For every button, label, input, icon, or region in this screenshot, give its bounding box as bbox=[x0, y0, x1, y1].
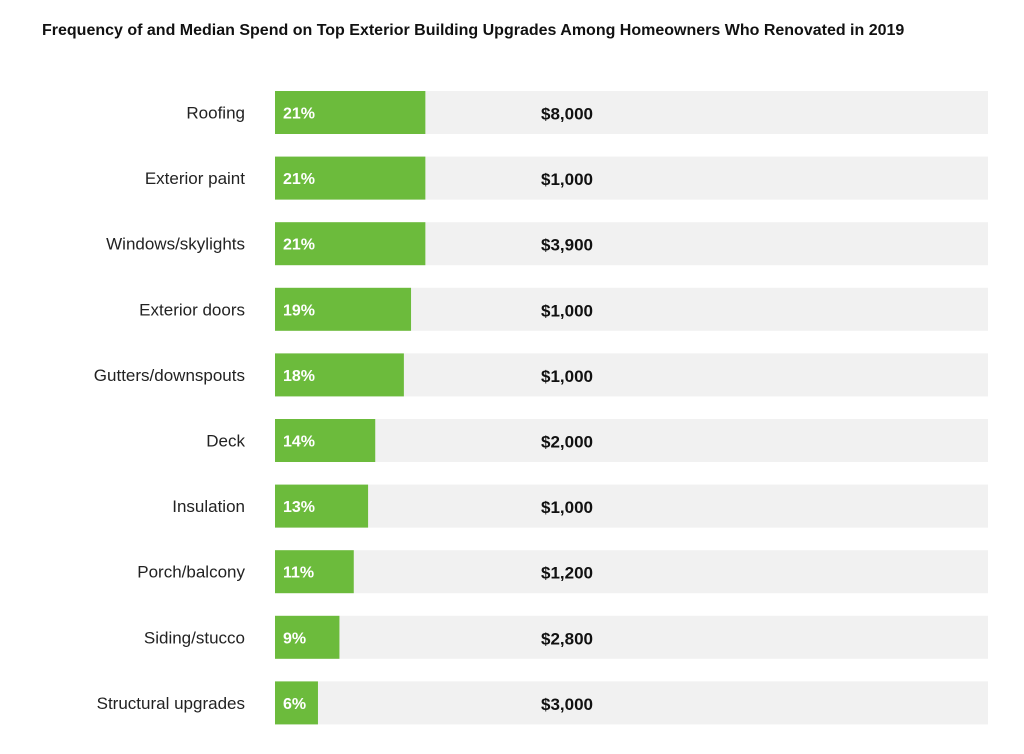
bar-row: Deck 14% $2,000 bbox=[206, 419, 988, 462]
bar bbox=[275, 91, 426, 134]
median-spend-label: $3,000 bbox=[541, 695, 593, 714]
category-label: Windows/skylights bbox=[106, 235, 245, 254]
bar-track bbox=[275, 419, 988, 462]
bar-value-label: 11% bbox=[283, 565, 314, 582]
bar-value-label: 21% bbox=[283, 237, 315, 254]
median-spend-label: $3,900 bbox=[541, 236, 593, 255]
bar-value-label: 14% bbox=[283, 434, 315, 451]
median-spend-label: $2,800 bbox=[541, 629, 593, 648]
median-spend-label: $1,000 bbox=[541, 301, 593, 320]
median-spend-label: $8,000 bbox=[541, 105, 593, 124]
category-label: Exterior doors bbox=[139, 300, 245, 319]
bar-value-label: 18% bbox=[283, 368, 315, 385]
bar-row: Insulation 13% $1,000 bbox=[172, 484, 988, 528]
bar-value-label: 9% bbox=[283, 630, 306, 647]
bar-row: Siding/stucco 9% $2,800 bbox=[144, 615, 988, 659]
bar bbox=[275, 222, 426, 266]
bar bbox=[275, 156, 426, 200]
bar bbox=[275, 353, 404, 397]
category-label: Structural upgrades bbox=[97, 694, 245, 713]
category-label: Porch/balcony bbox=[137, 563, 245, 582]
bar-value-label: 6% bbox=[283, 696, 306, 713]
bar bbox=[275, 419, 376, 462]
bar-value-label: 21% bbox=[283, 171, 315, 188]
median-spend-label: $1,000 bbox=[541, 498, 593, 517]
category-label: Siding/stucco bbox=[144, 628, 245, 647]
median-spend-label: $1,000 bbox=[541, 367, 593, 386]
bar-row: Porch/balcony 11% $1,200 bbox=[137, 550, 988, 594]
bar-track bbox=[275, 681, 988, 725]
median-spend-label: $1,000 bbox=[541, 170, 593, 189]
bar-track bbox=[275, 550, 988, 594]
bar-row: Windows/skylights 21% $3,900 bbox=[106, 222, 988, 266]
bar-value-label: 19% bbox=[283, 302, 315, 319]
chart-title: Frequency of and Median Spend on Top Ext… bbox=[42, 22, 905, 39]
bar-row: Exterior paint 21% $1,000 bbox=[145, 156, 988, 200]
category-label: Insulation bbox=[172, 497, 245, 516]
category-label: Exterior paint bbox=[145, 169, 245, 188]
median-spend-label: $2,000 bbox=[541, 433, 593, 452]
bar-value-label: 21% bbox=[283, 106, 315, 123]
category-label: Gutters/downspouts bbox=[94, 366, 245, 385]
category-label: Deck bbox=[206, 432, 245, 451]
bar-row: Structural upgrades 6% $3,000 bbox=[97, 681, 988, 725]
category-label: Roofing bbox=[186, 104, 245, 123]
bar-row: Exterior doors 19% $1,000 bbox=[139, 287, 988, 331]
chart-rows: Roofing 21% $8,000 Exterior paint 21% $1,000 W… bbox=[94, 91, 988, 725]
bar bbox=[275, 484, 369, 528]
bar bbox=[275, 287, 412, 331]
bar bbox=[275, 681, 318, 725]
bar-track bbox=[275, 484, 988, 528]
bar bbox=[275, 615, 340, 659]
bar bbox=[275, 550, 354, 594]
bar-value-label: 13% bbox=[283, 499, 315, 516]
median-spend-label: $1,200 bbox=[541, 564, 593, 583]
bar-row: Gutters/downspouts 18% $1,000 bbox=[94, 353, 988, 397]
bar-track bbox=[275, 615, 988, 659]
bar-row: Roofing 21% $8,000 bbox=[186, 91, 988, 134]
